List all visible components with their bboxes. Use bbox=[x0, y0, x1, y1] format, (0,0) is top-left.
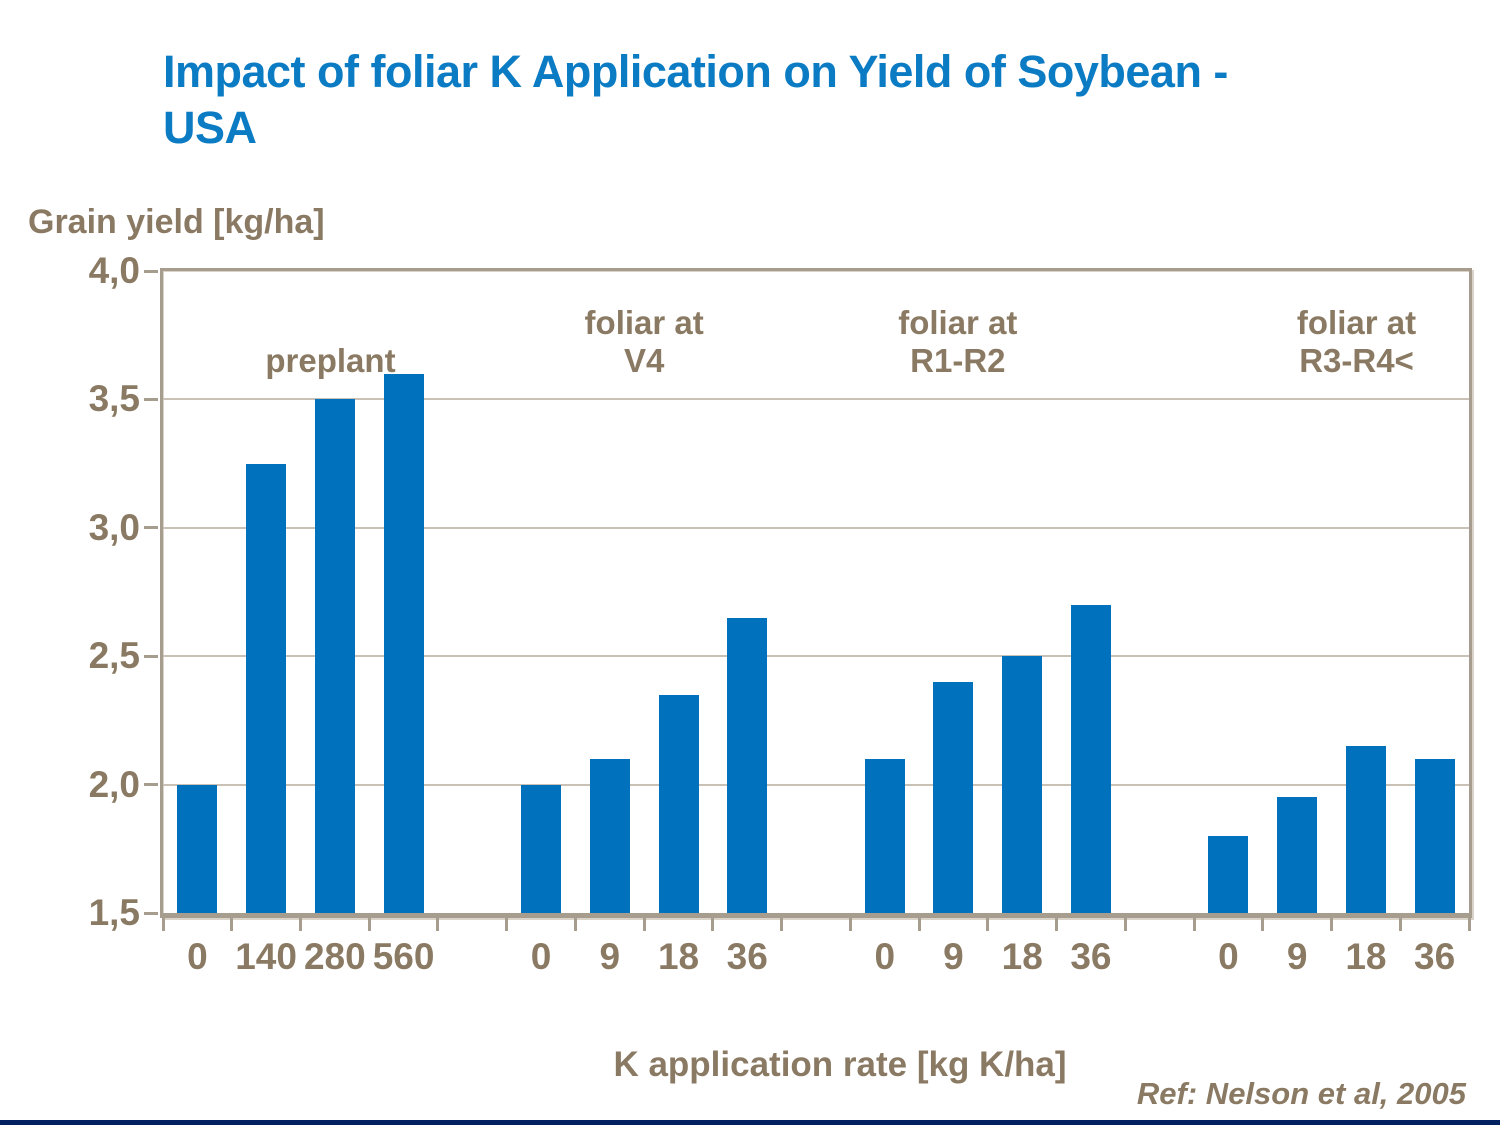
bar-foliar at-r3-r4<-18 bbox=[1345, 746, 1386, 913]
x-tick-mark-16 bbox=[1261, 918, 1265, 931]
y-tick-label-4,0: 4,0 bbox=[88, 250, 140, 291]
y-tick-mark-4,0 bbox=[144, 269, 158, 273]
x-tick-mark-2 bbox=[298, 918, 302, 931]
x-category-label-18: 18 bbox=[1001, 936, 1043, 977]
group-label-foliar at-r3-r4<: foliar at R3-R4< bbox=[1296, 304, 1417, 379]
group-label-foliar at-r1-r2: foliar at R1-R2 bbox=[898, 304, 1018, 379]
x-tick-mark-9 bbox=[780, 918, 784, 931]
x-tick-mark-1 bbox=[230, 918, 234, 931]
bar-foliar at-r1-r2-18 bbox=[1002, 656, 1043, 913]
bar-foliar at-r1-r2-0 bbox=[864, 758, 905, 913]
x-tick-mark-14 bbox=[1123, 918, 1127, 931]
bar-preplant-140 bbox=[246, 463, 287, 913]
x-tick-mark-0 bbox=[161, 918, 165, 931]
x-category-label-9: 9 bbox=[1286, 936, 1308, 977]
x-tick-mark-11 bbox=[917, 918, 921, 931]
x-tick-mark-15 bbox=[1192, 918, 1196, 931]
footer-accent-bar bbox=[0, 1120, 1500, 1125]
x-tick-mark-19 bbox=[1467, 918, 1471, 931]
group-label-preplant: preplant bbox=[265, 342, 396, 379]
gridline-2.5 bbox=[163, 655, 1469, 658]
x-category-label-9: 9 bbox=[943, 936, 964, 977]
bar-foliar at-v4-18 bbox=[658, 694, 699, 913]
bar-preplant-560 bbox=[383, 373, 424, 913]
gridline-3.5 bbox=[163, 398, 1469, 401]
bar-foliar at-r3-r4<-9 bbox=[1277, 797, 1318, 913]
y-tick-mark-3,0 bbox=[144, 526, 158, 530]
bar-preplant-280 bbox=[314, 399, 355, 913]
x-tick-mark-13 bbox=[1055, 918, 1059, 931]
y-tick-mark-2,0 bbox=[144, 783, 158, 787]
x-category-label-36: 36 bbox=[1070, 936, 1112, 977]
x-category-label-0: 0 bbox=[187, 936, 208, 977]
y-tick-mark-3,5 bbox=[144, 397, 158, 401]
y-tick-label-2,5: 2,5 bbox=[88, 635, 140, 677]
x-tick-mark-3 bbox=[367, 918, 371, 931]
page-title-line1: Impact of foliar K Application on Yield … bbox=[163, 46, 1228, 97]
x-category-label-0: 0 bbox=[874, 936, 896, 977]
x-category-label-9: 9 bbox=[599, 936, 621, 977]
x-category-label-140: 140 bbox=[235, 936, 297, 977]
x-category-label-560: 560 bbox=[372, 936, 435, 977]
x-tick-mark-4 bbox=[436, 918, 440, 931]
gridline-2.0 bbox=[163, 783, 1469, 786]
bar-preplant-0 bbox=[177, 784, 218, 913]
page-title: Impact of foliar K Application on Yield … bbox=[163, 44, 1443, 156]
x-tick-mark-6 bbox=[573, 918, 577, 931]
group-label-foliar at-v4: foliar at V4 bbox=[584, 304, 704, 379]
bar-foliar at-r1-r2-36 bbox=[1070, 604, 1111, 913]
bar-foliar at-r3-r4<-0 bbox=[1208, 835, 1249, 913]
page-title-line2: USA bbox=[163, 102, 257, 153]
x-axis-title: K application rate [kg K/ha] bbox=[613, 1045, 1067, 1084]
y-tick-label-2,0: 2,0 bbox=[88, 763, 140, 805]
x-tick-mark-17 bbox=[1330, 918, 1334, 931]
x-category-label-0: 0 bbox=[1218, 936, 1239, 977]
gridline-3.0 bbox=[163, 526, 1469, 529]
x-tick-mark-5 bbox=[505, 918, 509, 931]
x-category-label-18: 18 bbox=[1345, 936, 1387, 977]
x-tick-mark-8 bbox=[711, 918, 715, 931]
x-category-label-0: 0 bbox=[530, 936, 552, 977]
plot-area bbox=[160, 268, 1472, 918]
x-tick-mark-18 bbox=[1398, 918, 1402, 931]
x-category-label-36: 36 bbox=[1414, 936, 1456, 977]
y-tick-mark-1,5 bbox=[144, 911, 158, 915]
y-axis-title: Grain yield [kg/ha] bbox=[28, 203, 325, 241]
bar-foliar at-r1-r2-9 bbox=[933, 681, 974, 913]
x-tick-mark-12 bbox=[986, 918, 990, 931]
x-category-label-280: 280 bbox=[303, 936, 366, 977]
bar-foliar at-r3-r4<-36 bbox=[1414, 758, 1455, 913]
x-category-label-36: 36 bbox=[726, 936, 768, 977]
y-tick-label-3,0: 3,0 bbox=[88, 506, 140, 548]
x-category-label-18: 18 bbox=[657, 936, 700, 977]
y-tick-label-3,5: 3,5 bbox=[88, 378, 140, 420]
bar-foliar at-v4-9 bbox=[589, 758, 630, 913]
x-tick-mark-7 bbox=[642, 918, 646, 931]
y-tick-label-1,5: 1,5 bbox=[88, 892, 140, 933]
bar-foliar at-v4-36 bbox=[727, 617, 768, 913]
x-tick-mark-10 bbox=[848, 918, 852, 931]
y-tick-mark-2,5 bbox=[144, 654, 158, 658]
reference-citation: Ref: Nelson et al, 2005 bbox=[1136, 1076, 1466, 1111]
bar-foliar at-v4-0 bbox=[521, 784, 562, 913]
